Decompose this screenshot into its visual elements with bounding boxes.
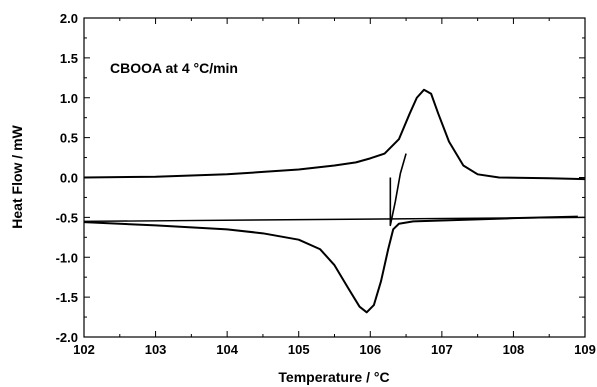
ticks bbox=[83, 17, 586, 338]
y-tick-label: -1.0 bbox=[56, 250, 78, 265]
series-line-2 bbox=[83, 215, 578, 314]
y-axis-label: Heat Flow / mW bbox=[9, 124, 25, 228]
x-tick-label: 107 bbox=[431, 342, 453, 357]
tick-labels: 102 103 104 105 106 107 108 109 2.0 1.5 1.0 0.5 0.0 -… bbox=[56, 11, 596, 357]
x-tick-label: 105 bbox=[288, 342, 310, 357]
y-tick-label: -2.0 bbox=[56, 330, 78, 345]
x-tick-label: 103 bbox=[145, 342, 167, 357]
x-axis-label: Temperature / °C bbox=[278, 369, 389, 385]
series-line-1 bbox=[83, 88, 586, 181]
annotation-text: CBOOA at 4 °C/min bbox=[110, 60, 238, 76]
y-tick-label: 1.0 bbox=[60, 91, 78, 106]
x-tick-label: 109 bbox=[574, 342, 596, 357]
y-tick-label: 1.5 bbox=[60, 51, 78, 66]
x-tick-label: 102 bbox=[73, 342, 95, 357]
series-line-3 bbox=[389, 153, 407, 227]
y-tick-label: 0.0 bbox=[60, 171, 78, 186]
x-tick-label: 104 bbox=[216, 342, 238, 357]
x-tick-label: 106 bbox=[359, 342, 381, 357]
y-tick-label: -0.5 bbox=[56, 210, 78, 225]
series-layer bbox=[83, 88, 586, 314]
y-tick-label: 0.5 bbox=[60, 131, 78, 146]
y-tick-label: 2.0 bbox=[60, 11, 78, 26]
series-line-4 bbox=[83, 216, 586, 223]
y-tick-label: -1.5 bbox=[56, 290, 78, 305]
x-tick-label: 108 bbox=[503, 342, 525, 357]
